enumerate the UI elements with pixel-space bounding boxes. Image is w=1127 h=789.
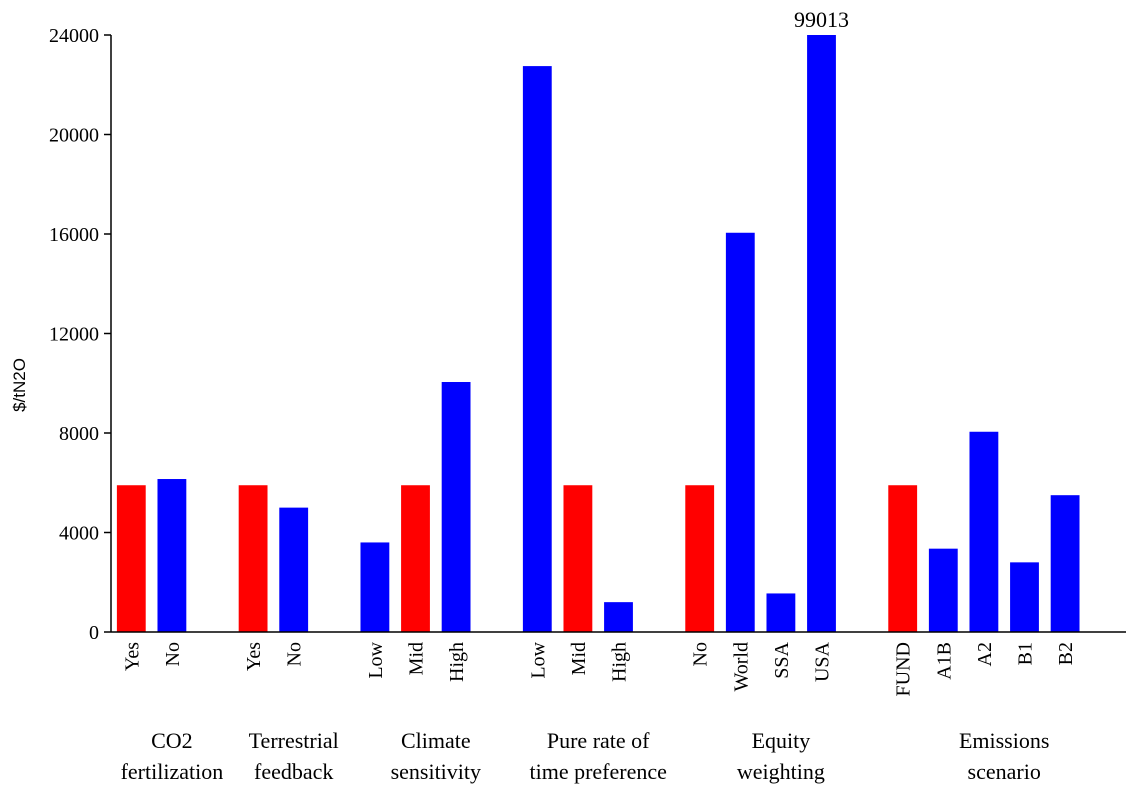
bar [238, 485, 268, 632]
bar [441, 382, 471, 632]
bar [116, 485, 146, 632]
bar [928, 548, 958, 632]
group-label: Terrestrial [249, 728, 339, 753]
category-label: B2 [1055, 642, 1077, 665]
bar [888, 485, 918, 632]
y-tick-label: 16000 [49, 224, 99, 246]
bar [604, 602, 633, 632]
category-label: No [162, 642, 184, 666]
category-label: Low [365, 641, 387, 678]
bar [1050, 495, 1080, 632]
category-label: World [730, 642, 752, 692]
bar [725, 232, 755, 632]
bar [401, 485, 430, 632]
bar [279, 507, 309, 632]
category-label: No [284, 642, 306, 666]
category-label: A1B [933, 642, 955, 680]
bar [766, 593, 796, 632]
category-label: USA [812, 641, 834, 682]
bar [157, 479, 187, 632]
bar [1010, 562, 1039, 632]
group-label: fertilization [121, 759, 224, 784]
y-tick-label: 4000 [59, 523, 99, 545]
category-label: Yes [121, 642, 143, 671]
category-label: Mid [406, 642, 428, 675]
bar [807, 35, 836, 632]
y-tick-label: 12000 [49, 324, 99, 346]
bar [360, 542, 390, 632]
bar-annotation: 99013 [794, 7, 849, 32]
category-label: No [690, 642, 712, 666]
category-label: FUND [893, 642, 915, 696]
group-label: time preference [529, 759, 666, 784]
group-label: sensitivity [391, 759, 481, 784]
y-tick-label: 24000 [49, 25, 99, 47]
category-label: High [446, 642, 468, 682]
group-label: Emissions [959, 728, 1049, 753]
category-label: A2 [974, 642, 996, 666]
group-label: Pure rate of [547, 728, 650, 753]
y-axis-label: $/tN2O [10, 358, 29, 412]
group-labels-layer: CO2 fertilization Terrestrial feedback Clima… [121, 728, 1050, 784]
group-label: CO2 [151, 728, 193, 753]
bar [685, 485, 715, 632]
bar [969, 431, 999, 632]
group-label: Equity [752, 728, 811, 753]
y-ticks-layer: 0 4000 8000 12000 16000 20000 24000 [49, 25, 111, 644]
group-label: scenario [968, 759, 1041, 784]
y-tick-label: 0 [89, 622, 99, 644]
bar [563, 485, 593, 632]
y-tick-label: 20000 [49, 125, 99, 147]
bars-layer: 99013 [116, 7, 1080, 632]
group-label: feedback [254, 759, 333, 784]
category-label: High [609, 642, 631, 682]
category-label: B1 [1015, 642, 1037, 665]
category-label: Yes [243, 642, 265, 671]
group-label: Climate [401, 728, 471, 753]
category-label: Mid [568, 642, 590, 675]
category-labels-layer: Yes No Yes No Low Mid High Low Mid High No World SSA… [121, 641, 1077, 696]
category-label: SSA [771, 641, 793, 678]
group-label: weighting [737, 759, 825, 784]
category-label: Low [527, 641, 549, 678]
bar [522, 66, 552, 632]
y-tick-label: 8000 [59, 423, 99, 445]
